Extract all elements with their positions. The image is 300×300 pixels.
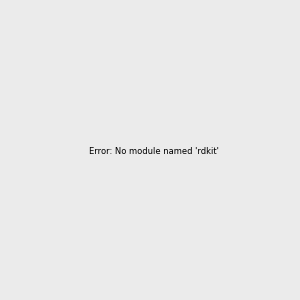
Text: Error: No module named 'rdkit': Error: No module named 'rdkit' [89, 147, 219, 156]
